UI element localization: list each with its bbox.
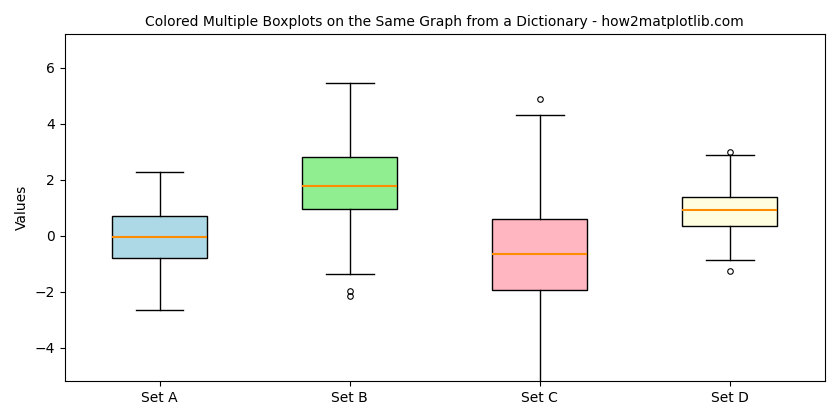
Title: Colored Multiple Boxplots on the Same Graph from a Dictionary - how2matplotlib.c: Colored Multiple Boxplots on the Same Gr… <box>145 15 744 29</box>
PathPatch shape <box>682 197 778 226</box>
PathPatch shape <box>302 158 397 209</box>
Y-axis label: Values: Values <box>15 185 29 231</box>
PathPatch shape <box>113 216 207 258</box>
PathPatch shape <box>492 219 587 290</box>
